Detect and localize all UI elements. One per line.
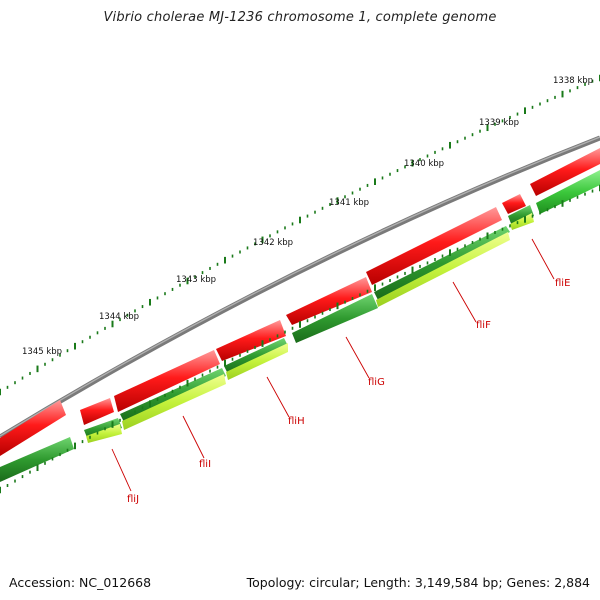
- gene-block-lime: [376, 232, 510, 307]
- genome-stats-text: Topology: circular; Length: 3,149,584 bp…: [246, 575, 590, 590]
- gene-block-green[interactable]: [374, 226, 510, 300]
- leader-line: [452, 281, 477, 323]
- map-title: Vibrio cholerae MJ-1236 chromosome 1, co…: [103, 10, 497, 25]
- gene-label-leaders: [111, 238, 555, 492]
- ruler-label: 1344 kbp: [99, 312, 139, 322]
- gene-block-lime: [510, 213, 534, 230]
- gene-label-flij[interactable]: fliJ: [127, 494, 139, 505]
- reverse-strand-genes: [0, 170, 600, 482]
- forward-strand-genes: [0, 148, 600, 456]
- genome-backbone-highlight: [0, 136, 600, 437]
- leader-line: [182, 415, 205, 459]
- ruler-labels: 1338 kbp 1339 kbp 1340 kbp 1341 kbp 1342…: [22, 76, 593, 357]
- gene-block-green[interactable]: [224, 338, 288, 374]
- gene-block-red[interactable]: [502, 194, 526, 214]
- gene-label-flig[interactable]: fliG: [368, 377, 385, 388]
- gene-block-red[interactable]: [0, 400, 66, 456]
- leader-line: [266, 376, 290, 418]
- gene-block-red[interactable]: [366, 207, 502, 285]
- ruler-label: 1342 kbp: [253, 238, 293, 248]
- leader-line: [111, 448, 132, 492]
- gene-label-flie[interactable]: fliE: [555, 278, 570, 289]
- ruler-ticks: [0, 74, 600, 396]
- gene-block-green[interactable]: [536, 170, 600, 214]
- gene-block-red[interactable]: [80, 398, 114, 425]
- gene-block-green[interactable]: [120, 368, 226, 422]
- ruler-label: 1340 kbp: [404, 159, 444, 169]
- gene-block-lime: [226, 343, 288, 380]
- inner-ticks: [0, 184, 600, 494]
- accession-text: Accession: NC_012668: [9, 575, 152, 590]
- gene-block-lime: [86, 424, 122, 443]
- ruler-label: 1338 kbp: [553, 76, 593, 86]
- ruler-label: 1343 kbp: [176, 275, 216, 285]
- gene-block-green[interactable]: [0, 437, 74, 482]
- ruler-label: 1339 kbp: [479, 118, 519, 128]
- gene-label-flii[interactable]: fliI: [199, 459, 211, 470]
- gene-block-red[interactable]: [114, 350, 220, 412]
- gene-labels: fliE fliF fliG fliH fliI fliJ: [127, 278, 570, 505]
- ruler-label: 1345 kbp: [22, 347, 62, 357]
- gene-block-red[interactable]: [286, 277, 372, 325]
- gene-label-flif[interactable]: fliF: [476, 320, 491, 331]
- ruler-label: 1341 kbp: [329, 198, 369, 208]
- genome-backbone: [0, 135, 600, 440]
- gene-block-green[interactable]: [292, 294, 378, 343]
- gene-block-red[interactable]: [530, 148, 600, 196]
- leader-line: [531, 238, 555, 280]
- gene-block-lime: [122, 374, 226, 430]
- gene-block-green[interactable]: [508, 205, 534, 226]
- gene-block-red[interactable]: [216, 320, 286, 361]
- gene-label-flih[interactable]: fliH: [288, 416, 305, 427]
- leader-line: [345, 336, 370, 379]
